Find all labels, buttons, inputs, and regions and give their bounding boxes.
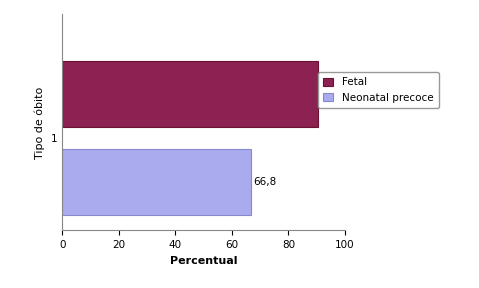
Text: 90,4: 90,4 [320, 89, 343, 99]
Legend: Fetal, Neonatal precoce: Fetal, Neonatal precoce [318, 72, 439, 108]
Y-axis label: Tipo de óbito: Tipo de óbito [35, 86, 45, 158]
Text: 66,8: 66,8 [253, 177, 276, 187]
Bar [62, 149, 251, 215]
X-axis label: Percentual: Percentual [170, 256, 237, 266]
Bar [62, 61, 318, 127]
